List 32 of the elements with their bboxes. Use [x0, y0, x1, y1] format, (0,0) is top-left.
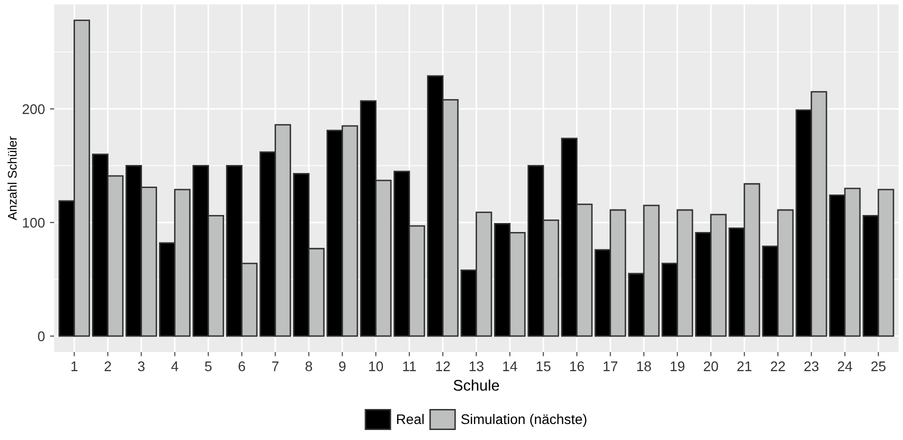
x-tick-label: 9 — [339, 361, 346, 372]
x-tick-label: 14 — [503, 362, 518, 372]
x-tick-label: 25 — [871, 361, 886, 372]
x-tick-label: 23 — [804, 361, 818, 372]
x-tick-label: 2 — [104, 361, 111, 372]
x-tick-label: 19 — [670, 361, 684, 372]
y-tick-label: 200 — [22, 104, 45, 114]
legend-label: Real — [397, 414, 424, 424]
x-tick-label: 17 — [604, 362, 618, 372]
x-tick-label: 13 — [470, 361, 484, 372]
x-axis-title: Schule — [454, 380, 500, 391]
x-tick-label: 3 — [138, 361, 145, 372]
x-tick-label: 5 — [204, 362, 212, 372]
x-tick-label: 20 — [704, 361, 718, 372]
y-tick-label: 100 — [23, 218, 45, 228]
x-tick-label: 10 — [369, 361, 383, 372]
x-tick-label: 1 — [71, 362, 78, 372]
x-tick-label: 16 — [570, 361, 584, 372]
y-axis-title: Anzahl Schüler — [8, 136, 17, 220]
x-tick-label: 11 — [403, 362, 416, 372]
y-tick-label: 0 — [38, 331, 45, 342]
x-tick-label: 7 — [272, 362, 278, 372]
x-tick-label: 24 — [838, 361, 852, 372]
legend-label: Simulation (nächste) — [461, 414, 586, 427]
x-tick-label: 8 — [306, 361, 312, 372]
x-tick-label: 6 — [238, 361, 246, 372]
x-tick-label: 15 — [536, 362, 550, 372]
x-tick-label: 22 — [770, 361, 785, 372]
x-tick-label: 21 — [737, 361, 752, 372]
x-tick-label: 12 — [436, 361, 450, 372]
x-tick-label: 4 — [171, 362, 178, 372]
x-tick-label: 18 — [637, 361, 651, 372]
